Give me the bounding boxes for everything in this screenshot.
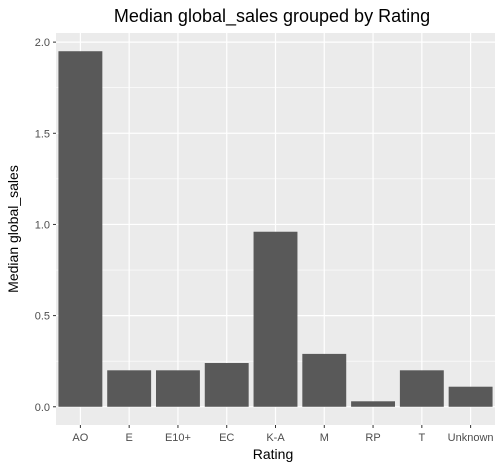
y-axis-title: Median global_sales [5, 165, 21, 293]
y-tick-label: 1.0 [35, 219, 50, 231]
x-tick-label: K-A [266, 432, 285, 444]
bar-t [400, 370, 444, 406]
y-tick-label: 0.0 [35, 402, 50, 414]
bar-k-a [254, 232, 298, 407]
bar-e [107, 370, 151, 406]
y-tick-label: 2.0 [35, 37, 50, 49]
y-tick-label: 0.5 [35, 311, 50, 323]
x-tick-label: RP [365, 432, 380, 444]
bar-ao [58, 51, 102, 407]
bar-ec [205, 363, 249, 407]
x-tick-label: EC [219, 432, 234, 444]
bar-m [302, 354, 346, 407]
x-tick-label: E10+ [165, 432, 191, 444]
x-axis-title: Rating [253, 446, 293, 462]
x-tick-label: M [320, 432, 329, 444]
bar-e10- [156, 370, 200, 406]
x-tick-label: E [125, 432, 132, 444]
x-tick-label: AO [72, 432, 88, 444]
x-tick-label: Unknown [448, 432, 494, 444]
bar-unknown [449, 387, 493, 407]
y-tick-label: 1.5 [35, 128, 50, 140]
chart-title: Median global_sales grouped by Rating [114, 6, 430, 27]
x-tick-label: T [418, 432, 425, 444]
bar-rp [351, 401, 395, 406]
